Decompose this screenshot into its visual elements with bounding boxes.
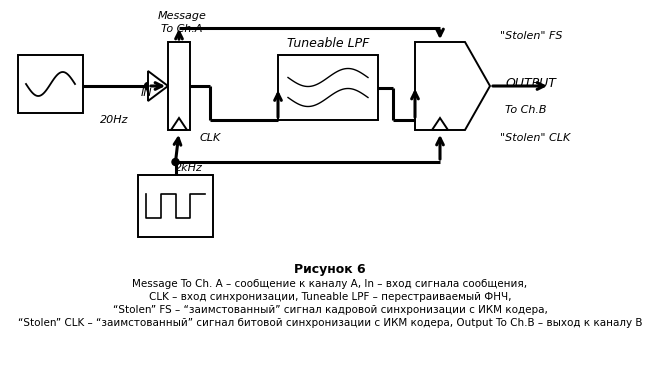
Text: Message To Ch. A – сообщение к каналу A, In – вход сигнала сообщения,: Message To Ch. A – сообщение к каналу A,… <box>133 279 527 289</box>
Polygon shape <box>415 42 490 130</box>
Text: IN: IN <box>141 88 152 98</box>
Text: “Stolen” CLK – “заимстованный” сигнал битовой синхронизации с ИКМ кодера, Output: “Stolen” CLK – “заимстованный” сигнал би… <box>18 318 642 328</box>
Text: "Stolen" FS: "Stolen" FS <box>500 31 562 41</box>
Text: To Ch.A: To Ch.A <box>161 24 203 34</box>
Text: CLK – вход синхронизации, Tuneable LPF – перестраиваемый ФНЧ,: CLK – вход синхронизации, Tuneable LPF –… <box>148 292 512 302</box>
Polygon shape <box>278 55 378 120</box>
Text: 2kHz: 2kHz <box>175 163 203 173</box>
Text: Message: Message <box>158 11 207 21</box>
Circle shape <box>172 159 179 166</box>
Text: Рисунок 6: Рисунок 6 <box>294 264 366 276</box>
Polygon shape <box>148 71 168 101</box>
Polygon shape <box>18 55 83 113</box>
Text: OUTPUT: OUTPUT <box>505 77 556 89</box>
Circle shape <box>145 83 152 89</box>
Polygon shape <box>138 175 213 237</box>
Text: 20Hz: 20Hz <box>100 115 128 125</box>
Text: To Ch.B: To Ch.B <box>505 105 546 115</box>
Polygon shape <box>168 42 190 130</box>
Text: CLK: CLK <box>200 133 221 143</box>
Text: "Stolen" CLK: "Stolen" CLK <box>500 133 570 143</box>
Text: “Stolen” FS – “заимстованный” сигнал кадровой синхронизации с ИКМ кодера,: “Stolen” FS – “заимстованный” сигнал кад… <box>113 305 547 315</box>
Text: Tuneable LPF: Tuneable LPF <box>287 37 369 49</box>
